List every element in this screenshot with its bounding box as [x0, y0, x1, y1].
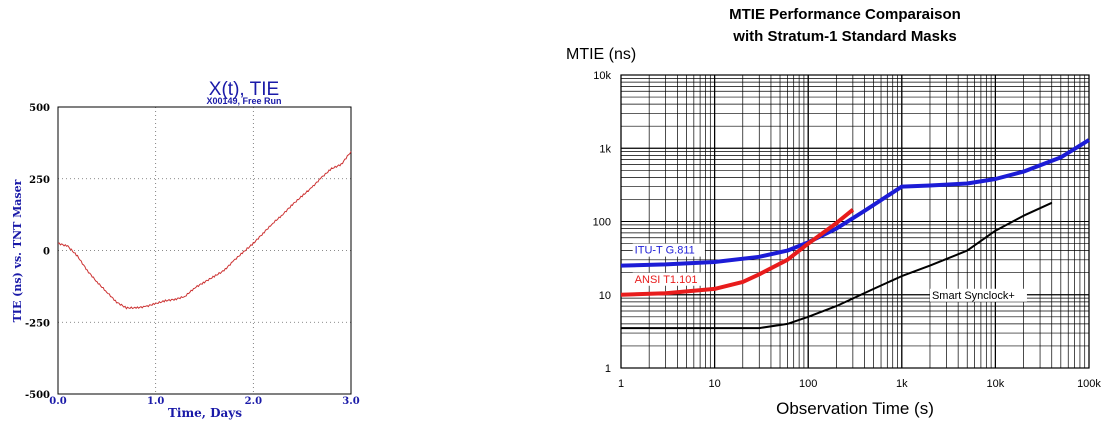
- x-tick-label: 3.0: [342, 396, 359, 407]
- series-lines: [620, 138, 1091, 330]
- x-tick-label: 2.0: [245, 396, 262, 407]
- x-tick-label: 100: [799, 378, 817, 390]
- y-tick-label: 500: [29, 103, 50, 114]
- mtie-chart: MTIE Performance Comparaison with Stratu…: [566, 6, 1101, 418]
- x-axis-label: Time, Days: [168, 406, 242, 420]
- plot-frame: [57, 106, 352, 395]
- grid: [620, 74, 1090, 369]
- y-tick-label: 10: [599, 290, 611, 302]
- tie-chart: X(t), TIE X00149, Free Run 0.0 1.0 2.0 3.0 -…: [11, 79, 360, 420]
- series-line: [620, 208, 855, 297]
- y-tick-label: 1k: [599, 143, 611, 155]
- series-label: ANSI T1.101: [635, 274, 698, 286]
- series-labels: ITU-T G.811 ANSI T1.101 Smart Synclock+: [632, 243, 1027, 302]
- y-tick-label: 250: [29, 175, 50, 186]
- y-tick-label: -250: [25, 318, 50, 329]
- x-tick-label: 1: [618, 378, 624, 390]
- series-line: [621, 201, 1053, 330]
- x-axis-label: Observation Time (s): [776, 399, 934, 418]
- y-axis-label: MTIE (ns): [566, 46, 636, 63]
- y-tick-label: 100: [593, 217, 611, 229]
- chart-subtitle: X00149, Free Run: [206, 96, 281, 106]
- tick-labels: 1 10 100 1k 10k 100k 1 10 100 1k 10k: [593, 70, 1102, 390]
- x-tick-label: 0.0: [49, 396, 66, 407]
- y-axis-label: TIE (ns) vs. TNT Maser: [11, 179, 24, 322]
- x-tick-label: 10: [708, 378, 720, 390]
- y-tick-label: 10k: [593, 70, 611, 82]
- series-label: Smart Synclock+: [932, 290, 1015, 302]
- x-tick-label: 1.0: [147, 396, 164, 407]
- x-tick-label: 10k: [987, 378, 1005, 390]
- x-tick-label: 100k: [1077, 378, 1101, 390]
- y-tick-label: 0: [43, 247, 50, 258]
- series-line: [620, 138, 1091, 268]
- y-tick-label: 1: [605, 363, 611, 375]
- chart-title-line-2: with Stratum-1 Standard Masks: [732, 28, 956, 45]
- chart-title: X(t), TIE: [209, 79, 279, 100]
- x-tick-label: 1k: [896, 378, 908, 390]
- tick-labels: 0.0 1.0 2.0 3.0 -500 -250 0 250 500: [25, 103, 360, 407]
- plot-frame: [620, 74, 1090, 369]
- tie-series-line: [57, 151, 352, 310]
- chart-title-line-1: MTIE Performance Comparaison: [729, 6, 961, 23]
- series-label-background: [632, 243, 705, 257]
- series-label-background: [632, 272, 705, 286]
- series-label-background: [929, 288, 1027, 302]
- grid: [58, 107, 351, 394]
- series-label: ITU-T G.811: [635, 245, 695, 257]
- y-tick-label: -500: [25, 390, 50, 401]
